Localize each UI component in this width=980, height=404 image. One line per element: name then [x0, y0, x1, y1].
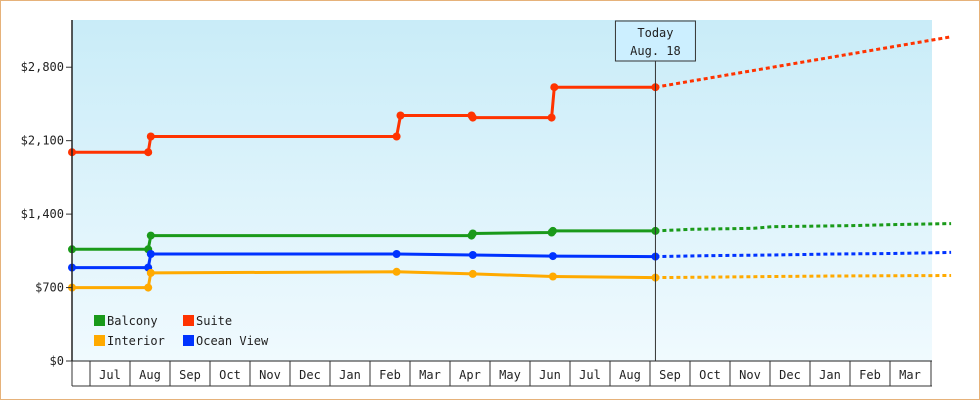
x-tick-label: Jan	[819, 368, 841, 382]
today-label-line1: Today	[637, 26, 673, 40]
data-point-suite	[392, 132, 401, 141]
x-tick-label: Mar	[899, 368, 921, 382]
data-point-ocean-view	[146, 250, 155, 258]
today-label-box	[614, 20, 696, 62]
data-point-suite	[468, 113, 477, 122]
projection-line-suite	[655, 35, 952, 89]
y-tick-label: $1,400	[21, 207, 64, 221]
x-tick-label: Jul	[579, 368, 601, 382]
x-tick-label: Aug	[139, 368, 161, 382]
x-tick-label: Jan	[339, 368, 361, 382]
legend-label-suite: Suite	[196, 314, 232, 328]
x-tick-label: Aug	[619, 368, 641, 382]
data-point-balcony	[146, 231, 155, 240]
x-tick-label: Jun	[539, 368, 561, 382]
x-tick-label: Dec	[779, 368, 801, 382]
x-tick-label: Mar	[419, 368, 441, 382]
x-tick-label: Feb	[379, 368, 401, 382]
x-tick-label: Feb	[859, 368, 881, 382]
x-tick-label: Nov	[739, 368, 761, 382]
y-tick-label: $700	[35, 281, 64, 295]
x-tick-label: Jul	[99, 368, 121, 382]
x-tick-label: Nov	[259, 368, 281, 382]
data-point-suite	[550, 83, 559, 92]
data-point-suite	[547, 113, 556, 122]
x-tick-label: Sep	[179, 368, 201, 382]
data-point-suite	[144, 148, 153, 157]
axes: $0 $700 $1,400 $2,100 $2,800 Jul Aug Sep Oct Nov D…	[21, 20, 932, 387]
x-tick-label: Dec	[299, 368, 321, 382]
data-point-suite	[396, 111, 405, 120]
y-tick-label: $2,100	[21, 134, 64, 148]
x-tick-label: Sep	[659, 368, 681, 382]
legend: Balcony Suite Interior Ocean View	[94, 314, 269, 348]
data-point-balcony	[548, 226, 557, 235]
plot-background	[72, 20, 932, 361]
projection-line-interior	[655, 274, 952, 280]
legend-swatch-suite	[183, 315, 194, 326]
data-point-interior	[468, 269, 477, 278]
legend-swatch-interior	[94, 335, 105, 346]
legend-swatch-ocean-view	[183, 335, 194, 346]
data-point-ocean-view	[468, 251, 477, 259]
data-point-interior	[392, 267, 401, 276]
projection-line-ocean-view	[655, 250, 952, 259]
x-tick-label: Apr	[459, 368, 481, 382]
x-tick-label: May	[499, 368, 521, 382]
data-point-ocean-view	[548, 252, 557, 261]
x-tick-label: Oct	[699, 368, 721, 382]
y-tick-label: $2,800	[21, 60, 64, 74]
data-point-balcony	[468, 229, 477, 238]
today-marker: Today Aug. 18	[614, 20, 696, 361]
today-label-line2: Aug. 18	[630, 44, 681, 58]
legend-label-ocean-view: Ocean View	[196, 334, 269, 348]
data-point-interior	[548, 272, 557, 281]
y-tick-label: $0	[50, 354, 64, 368]
data-point-interior	[144, 283, 153, 292]
series-layer	[68, 35, 952, 292]
series-line-suite	[72, 85, 656, 154]
legend-swatch-balcony	[94, 315, 105, 326]
legend-label-interior: Interior	[107, 334, 165, 348]
data-point-interior	[146, 268, 155, 277]
data-point-suite	[146, 132, 155, 141]
x-tick-label: Oct	[219, 368, 241, 382]
legend-label-balcony: Balcony	[107, 314, 158, 328]
projection-line-balcony	[655, 222, 952, 233]
data-point-ocean-view	[392, 250, 401, 258]
